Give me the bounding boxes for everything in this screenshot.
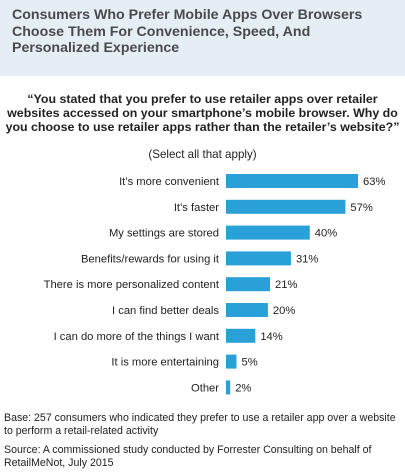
value-label: 63% (363, 176, 385, 188)
survey-instruction: (Select all that apply) (148, 148, 257, 161)
bar (226, 199, 346, 214)
bar (226, 354, 237, 369)
bar (226, 174, 358, 188)
value-label: 2% (235, 382, 251, 394)
bars-layer: It’s more convenient 63% It’s faster 57% My … (44, 174, 385, 395)
value-label: 21% (275, 279, 297, 291)
source-note: Source: A commissioned study conducted b… (4, 444, 372, 469)
value-label: 20% (273, 305, 295, 317)
bar-chart: It’s more convenient 63% It’s faster 57% My … (44, 174, 385, 395)
category-label: It’s more convenient (119, 176, 220, 188)
category-label: Other (191, 382, 219, 394)
value-label: 40% (315, 228, 337, 240)
value-label: 31% (296, 253, 318, 265)
category-label: Benefits/rewards for using it (81, 253, 220, 265)
bar (226, 277, 270, 292)
chart-header: Consumers Who Prefer Mobile Apps Over Br… (0, 0, 405, 76)
category-label: I can find better deals (112, 305, 219, 317)
value-label: 14% (260, 331, 282, 343)
category-label: I can do more of the things I want (54, 331, 220, 343)
category-label: It is more entertaining (111, 357, 219, 369)
value-label: 5% (241, 357, 257, 369)
bar (226, 380, 231, 395)
bar (226, 225, 310, 240)
category-label: It’s faster (174, 202, 219, 214)
value-label: 57% (350, 202, 372, 214)
base-note: Base: 257 consumers who indicated they p… (4, 412, 396, 437)
bar (226, 251, 291, 266)
survey-question: “You stated that you prefer to use retai… (5, 92, 400, 134)
bar (226, 328, 256, 343)
bar (226, 303, 268, 317)
category-label: There is more personalized content (44, 279, 220, 291)
category-label: My settings are stored (109, 228, 219, 240)
chart-title: Consumers Who Prefer Mobile Apps Over Br… (12, 7, 363, 56)
